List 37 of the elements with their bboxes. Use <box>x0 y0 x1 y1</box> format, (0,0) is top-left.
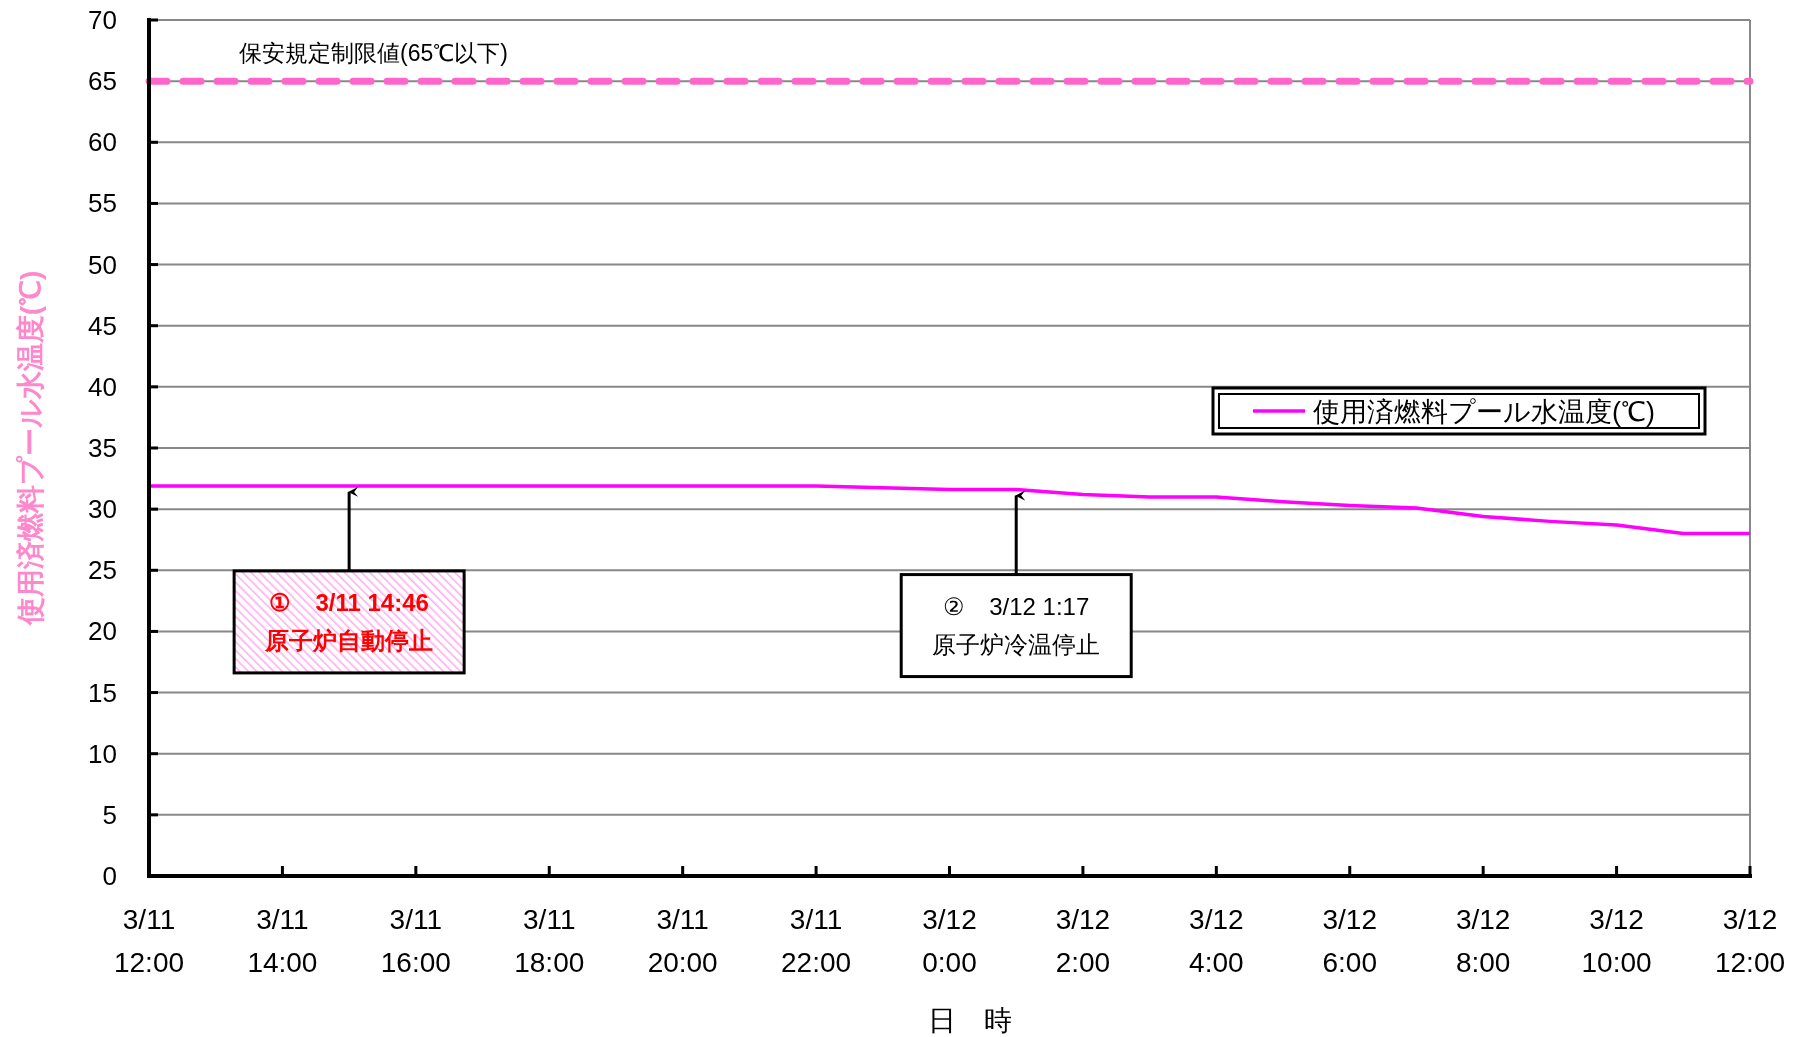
legend: 使用済燃料プール水温度(℃) <box>1211 386 1707 436</box>
y-tick-label: 60 <box>88 127 117 158</box>
x-tick-label: 3/12 2:00 <box>1055 904 1111 978</box>
x-tick-label: 3/11 14:00 <box>247 904 318 978</box>
x-tick-label: 3/12 8:00 <box>1455 904 1511 978</box>
x-tick-label: 3/12 12:00 <box>1714 904 1786 978</box>
x-tick-label: 3/11 20:00 <box>647 904 718 978</box>
y-tick-label: 70 <box>88 5 117 35</box>
y-tick-label: 25 <box>88 555 117 586</box>
y-tick-label: 50 <box>88 249 117 280</box>
y-tick-label: 55 <box>88 188 117 219</box>
annotation: ① 3/11 14:46 原子炉自動停止 <box>232 486 466 675</box>
y-axis-title: 使用済燃料プール水温度(℃) <box>15 270 46 627</box>
y-tick-label: 20 <box>88 616 117 647</box>
legend-label: 使用済燃料プール水温度(℃) <box>1313 397 1655 427</box>
y-tick-label: 40 <box>88 371 117 402</box>
x-tick-label: 3/12 0:00 <box>922 904 977 978</box>
y-tick-label: 35 <box>88 433 117 463</box>
x-axis-title: 日 時 <box>927 1005 1012 1036</box>
annotation: ② 3/12 1:17 原子炉冷温停止 <box>899 490 1133 679</box>
y-tick-label: 65 <box>88 66 117 97</box>
x-tick-label: 3/12 6:00 <box>1322 904 1377 978</box>
x-tick-label: 3/11 22:00 <box>781 904 852 978</box>
annotation: ① 3/11 14:46 原子炉自動停止 <box>264 588 434 654</box>
y-tick-label: 15 <box>88 677 117 708</box>
x-tick-label: 3/11 12:00 <box>113 904 185 978</box>
y-tick-label: 45 <box>88 310 117 341</box>
ref-line-label: 保安規定制限値(65℃以下) <box>239 40 508 67</box>
y-tick-label: 10 <box>88 738 117 769</box>
x-tick-label: 3/11 18:00 <box>514 904 585 978</box>
x-tick-label: 3/12 10:00 <box>1581 904 1652 978</box>
x-tick-label: 3/12 4:00 <box>1189 904 1244 978</box>
y-tick-label: 5 <box>102 799 117 830</box>
y-tick-label: 30 <box>88 494 117 525</box>
annotation: ② 3/12 1:17 原子炉冷温停止 <box>932 592 1101 658</box>
y-tick-label: 0 <box>102 861 117 891</box>
x-tick-label: 3/11 16:00 <box>380 904 451 978</box>
